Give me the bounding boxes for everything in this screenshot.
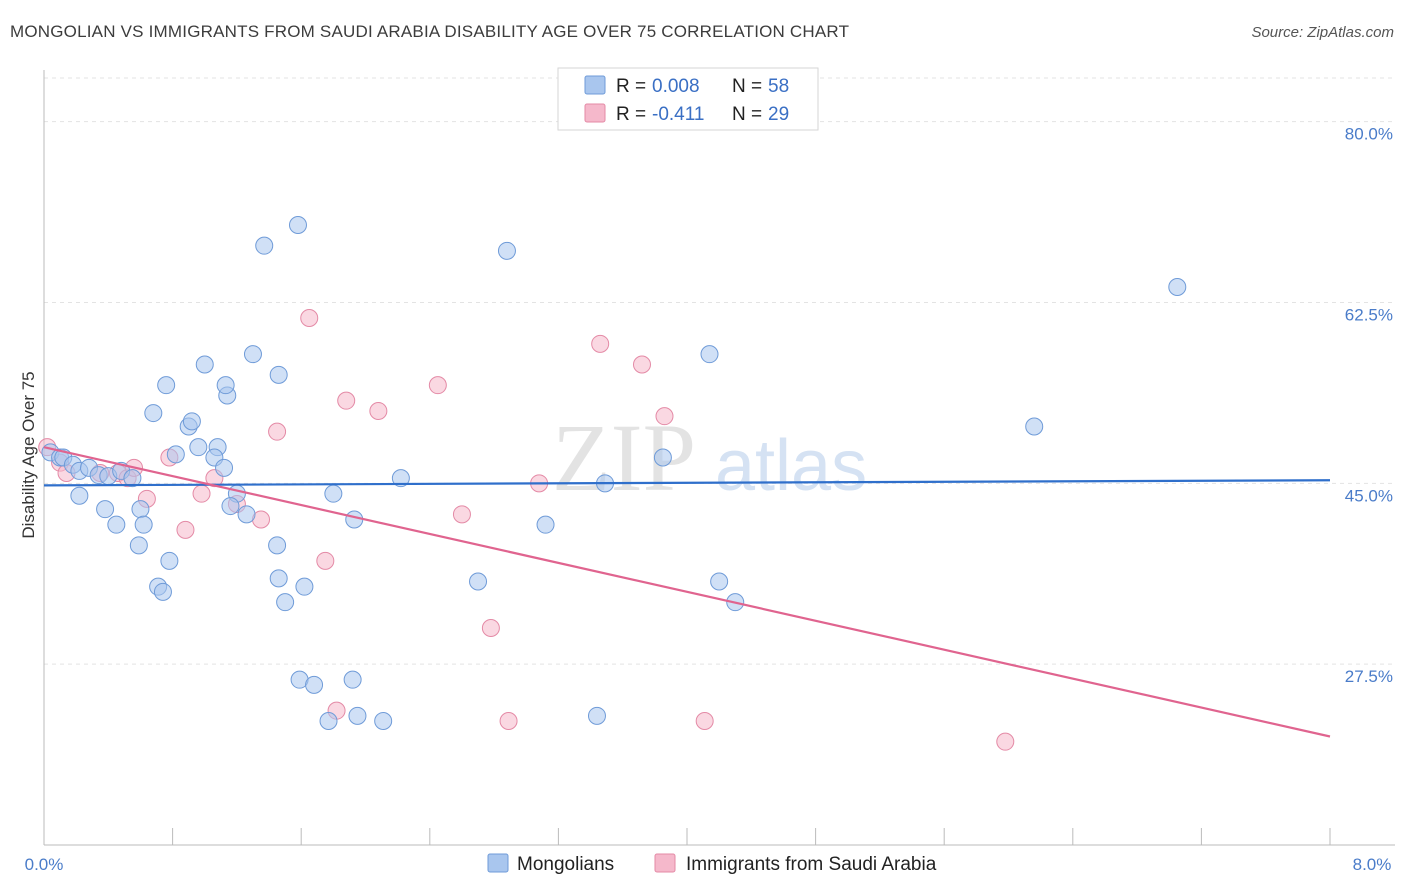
immigrants-trend-line	[43, 446, 1331, 738]
immigrants-point-23	[499, 712, 518, 730]
chart-title: MONGOLIAN VS IMMIGRANTS FROM SAUDI ARABI…	[10, 22, 850, 41]
mongolians-point-60	[1025, 417, 1044, 436]
y-tick-label-3: 80.0%	[1345, 125, 1393, 144]
x-axis-ticks	[43, 828, 1331, 845]
immigrants-point-29	[996, 732, 1015, 751]
mongolians-point-53	[536, 515, 555, 534]
legend-bottom: Mongolians Immigrants from Saudi Arabia	[487, 853, 937, 875]
mongolians-point-21	[182, 412, 201, 431]
mongolians-point-10	[70, 486, 89, 505]
mongolians-point-14	[134, 515, 153, 534]
mongolians-point-11	[96, 500, 115, 519]
mongolians-point-18	[153, 582, 172, 601]
y-axis-label: Disability Age Over 75	[19, 371, 38, 538]
legend-bottom-label-immigrants: Immigrants from Saudi Arabia	[686, 854, 937, 875]
legend-swatch-immigrants	[584, 103, 606, 123]
y-tick-label-1: 45.0%	[1345, 486, 1393, 505]
immigrants-point-20	[428, 376, 447, 395]
immigrants-point-15	[300, 309, 319, 327]
mongolians-point-41	[276, 593, 295, 612]
mongolians-point-19	[166, 445, 185, 464]
immigrants-point-9	[176, 520, 195, 539]
y-axis-tick-labels: 27.5% 45.0% 62.5% 80.0%	[1345, 125, 1393, 687]
legend-top: R = 0.008 N = 58 R = -0.411 N = 29	[557, 67, 819, 131]
legend-r-label-2: R =	[616, 104, 646, 125]
mongolians-point-49	[343, 670, 362, 689]
immigrants-point-14	[268, 422, 287, 441]
mongolians-point-45	[305, 675, 324, 694]
mongolians-point-42	[324, 484, 343, 503]
mongolians-point-27	[215, 458, 234, 477]
legend-r-label-1: R =	[616, 76, 646, 97]
mongolians-point-54	[587, 706, 606, 725]
mongolians-point-38	[268, 536, 287, 555]
series-immigrants-points	[38, 309, 1015, 751]
mongolians-point-13	[107, 515, 126, 534]
immigrants-point-27	[655, 407, 674, 426]
mongolians-point-35	[288, 216, 307, 234]
immigrants-point-16	[316, 551, 335, 570]
legend-r-value-1: 0.008	[652, 76, 700, 97]
mongolians-point-22	[144, 404, 163, 423]
mongolians-point-36	[221, 497, 240, 516]
mongolians-point-56	[653, 448, 672, 467]
mongolians-trend-line	[43, 479, 1331, 487]
mongolians-point-31	[216, 376, 235, 395]
mongolians-point-51	[469, 572, 488, 591]
mongolians-point-57	[700, 345, 719, 364]
immigrants-point-21	[452, 505, 471, 524]
mongolians-point-29	[157, 376, 176, 395]
immigrants-point-10	[192, 484, 211, 503]
mongolians-point-23	[189, 438, 208, 457]
immigrants-point-19	[369, 402, 388, 420]
mongolians-point-48	[374, 712, 393, 730]
mongolians-point-33	[269, 365, 288, 384]
mongolians-point-40	[295, 577, 314, 596]
immigrants-point-22	[481, 619, 500, 637]
mongolians-point-15	[129, 536, 148, 555]
legend-bottom-swatch-mongolians	[487, 853, 509, 873]
immigrants-point-28	[695, 712, 714, 730]
mongolians-point-34	[255, 236, 274, 255]
legend-n-value-2: 29	[768, 104, 789, 125]
series-mongolians-points	[41, 216, 1187, 730]
legend-bottom-label-mongolians: Mongolians	[517, 854, 614, 875]
chart-source: Source: ZipAtlas.com	[1251, 24, 1394, 41]
mongolians-point-9	[123, 469, 142, 488]
legend-n-label-2: N =	[732, 104, 762, 125]
mongolians-point-16	[160, 551, 179, 570]
legend-n-value-1: 58	[768, 76, 789, 97]
mongolians-point-12	[131, 500, 150, 519]
watermark-atlas: atlas	[715, 426, 867, 506]
watermark-zip: ZIP	[552, 404, 696, 511]
mongolians-point-58	[710, 572, 729, 591]
legend-bottom-swatch-immigrants	[654, 853, 676, 873]
legend-r-value-2: -0.411	[652, 104, 704, 125]
mongolians-point-39	[269, 569, 288, 588]
immigrants-point-26	[632, 355, 651, 374]
mongolians-point-52	[497, 241, 516, 260]
mongolians-point-43	[345, 510, 364, 529]
x-tick-label-min: 0.0%	[25, 855, 64, 874]
immigrants-point-18	[337, 391, 356, 410]
mongolians-point-47	[348, 706, 367, 725]
immigrants-point-25	[591, 334, 610, 353]
mongolians-point-61	[1168, 278, 1187, 296]
x-tick-label-max: 8.0%	[1353, 855, 1392, 874]
legend-n-label-1: N =	[732, 76, 762, 97]
legend-swatch-mongolians	[584, 75, 606, 95]
y-tick-label-2: 62.5%	[1345, 306, 1393, 325]
mongolians-point-50	[391, 469, 410, 488]
mongolians-point-46	[319, 712, 338, 730]
mongolians-point-30	[195, 355, 214, 374]
y-tick-label-0: 27.5%	[1345, 667, 1393, 686]
mongolians-point-32	[243, 345, 262, 364]
mongolians-point-37	[237, 505, 256, 524]
